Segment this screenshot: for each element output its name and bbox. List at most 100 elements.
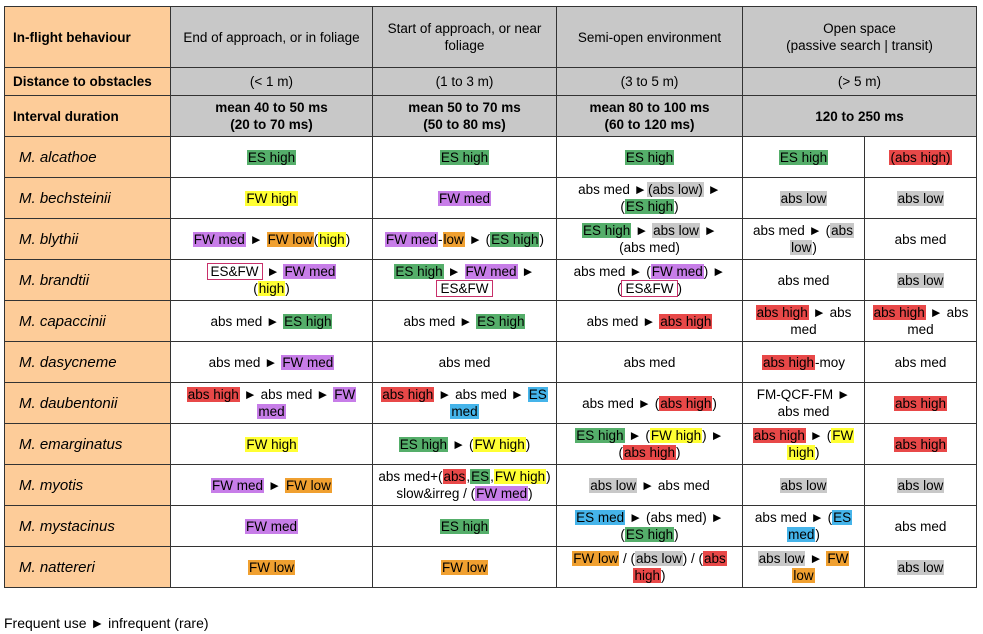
cell-semi-open: abs med ► abs high [556, 300, 743, 342]
header-row-interval: Interval duration mean 40 to 50 ms (20 t… [4, 95, 977, 137]
call-type-marker: low [442, 231, 465, 247]
call-type-marker: ES high [624, 149, 675, 165]
cell-text: ► ( [448, 436, 474, 452]
distance-semi-open: (3 to 5 m) [556, 67, 743, 96]
cell-open-transit: abs low [864, 464, 977, 506]
cell-open-passive: ES high [742, 136, 865, 178]
cell-start-approach: ES high ► FW med ► ES&FW [372, 259, 557, 301]
cell-text: ) ► [702, 428, 724, 443]
call-type-marker: FW med [244, 518, 298, 534]
cell-text: abs med+( [378, 469, 443, 484]
cell-text: ) / ( [682, 551, 703, 566]
cell-end-approach: FW med ► FW low(high) [170, 218, 373, 260]
call-type-marker: abs low [896, 477, 945, 493]
table-row: M. emarginatus FW high ES high ► (FW high)… [4, 423, 977, 465]
cell-text: ► abs [808, 305, 852, 320]
call-type-marker: med [450, 404, 479, 419]
cell-text: abs med [438, 354, 491, 370]
cell-text: ► ( [624, 428, 650, 443]
cell-text: ► [245, 231, 267, 247]
call-type-marker: abs high [893, 395, 948, 411]
call-type-marker: abs high [761, 354, 816, 370]
call-type-marker: abs low [779, 477, 828, 493]
cell-text: ► abs med [637, 477, 710, 493]
species-name: M. nattereri [4, 546, 171, 588]
call-type-marker: ES high [439, 149, 490, 165]
cell-text: abs med [894, 518, 947, 534]
call-type-marker: abs high [659, 395, 713, 411]
cell-end-approach: ES&FW ► FW med (high) [170, 259, 373, 301]
cell-text: abs med ► ( [753, 223, 831, 238]
call-type-marker: FW med [650, 264, 704, 279]
call-type-marker: ES high [398, 436, 449, 452]
call-type-marker: abs high [893, 436, 948, 452]
cell-open-passive: abs high ► (FW high) [742, 423, 865, 465]
cell-text: abs med ► ( [754, 510, 833, 525]
cell-start-approach: FW low [372, 546, 557, 588]
cell-start-approach: FW med-low ► (ES high) [372, 218, 557, 260]
cell-semi-open: FW low / (abs low) / (abs high) [556, 546, 743, 588]
cell-start-approach: FW med [372, 177, 557, 219]
call-type-marker: ES high [283, 313, 333, 329]
table-row: M. dasycneme abs med ► FW med abs med abs m… [4, 341, 977, 383]
cell-text: ) [674, 199, 679, 214]
cell-text: ) [677, 281, 683, 296]
species-name: M. bechsteinii [4, 177, 171, 219]
open-space-title: Open space [823, 21, 896, 36]
cell-open-transit: abs high [864, 423, 977, 465]
call-type-marker: (abs low) [647, 182, 704, 197]
interval-mean: mean 80 to 100 ms [589, 100, 710, 115]
call-type-marker: abs low [896, 190, 945, 206]
cell-open-transit: abs med [864, 341, 977, 383]
call-type-marker: FW med [283, 264, 337, 279]
cell-open-passive: abs low [742, 464, 865, 506]
cell-semi-open: abs med [556, 341, 743, 383]
cell-start-approach: ES high [372, 136, 557, 178]
call-type-marker: (abs high) [889, 149, 952, 165]
cell-text: abs med [894, 231, 947, 247]
call-type-marker: FW low [248, 559, 295, 575]
cell-text: ) [661, 568, 666, 583]
col-header-start-approach: Start of approach, or near foliage [372, 6, 557, 68]
cell-text: ► [443, 264, 465, 279]
call-type-marker: abs low [779, 190, 828, 206]
cell-text: ) [285, 281, 290, 296]
call-type-marker: high [318, 231, 346, 247]
species-name: M. myotis [4, 464, 171, 506]
call-type-marker: high [633, 568, 662, 583]
cell-text: abs med ► [208, 354, 282, 370]
call-type-marker: FW high [493, 469, 547, 484]
cell-text: ► abs med ► [434, 387, 528, 402]
call-type-marker: FW med [211, 477, 265, 493]
call-type-marker: ES high [394, 264, 444, 279]
cell-text: ► [517, 264, 535, 279]
table-row: M. myotis FW med ► FW low abs med+(abs,ES,… [4, 464, 977, 506]
call-type-marker: ES [832, 510, 853, 525]
cell-semi-open: abs med ► (abs high) [556, 382, 743, 424]
cell-open-passive: abs med ► (ES med) [742, 505, 865, 547]
cell-text: ) [539, 231, 544, 247]
cell-text: abs med ► ( [573, 264, 651, 279]
col-header-open-space: Open space (passive search | transit) [742, 6, 977, 68]
species-name: M. daubentonii [4, 382, 171, 424]
cell-text: ) [528, 486, 533, 501]
cell-text: ► [631, 223, 653, 238]
cell-text: , [490, 469, 494, 484]
call-type-marker: abs high [659, 313, 713, 329]
call-type-marker: FW [831, 428, 855, 443]
cell-text: ( [313, 231, 319, 247]
cell-open-passive: abs low ► FW low [742, 546, 865, 588]
behaviour-table: In-flight behaviour End of approach, or … [4, 6, 977, 588]
species-name: M. dasycneme [4, 341, 171, 383]
cell-text: abs med ► ( [582, 395, 660, 411]
species-name: M. mystacinus [4, 505, 171, 547]
cell-text: ► [699, 223, 718, 238]
species-name: M. alcathoe [4, 136, 171, 178]
call-type-marker: abs high [186, 387, 240, 402]
call-type-marker: low [792, 568, 815, 583]
call-type-marker: FW med [464, 264, 518, 279]
call-type-marker: ES med [575, 510, 626, 525]
cell-semi-open: abs med ►(abs low) ► (ES high) [556, 177, 743, 219]
call-type-marker: med [787, 527, 816, 542]
cell-text: abs med [894, 354, 947, 370]
